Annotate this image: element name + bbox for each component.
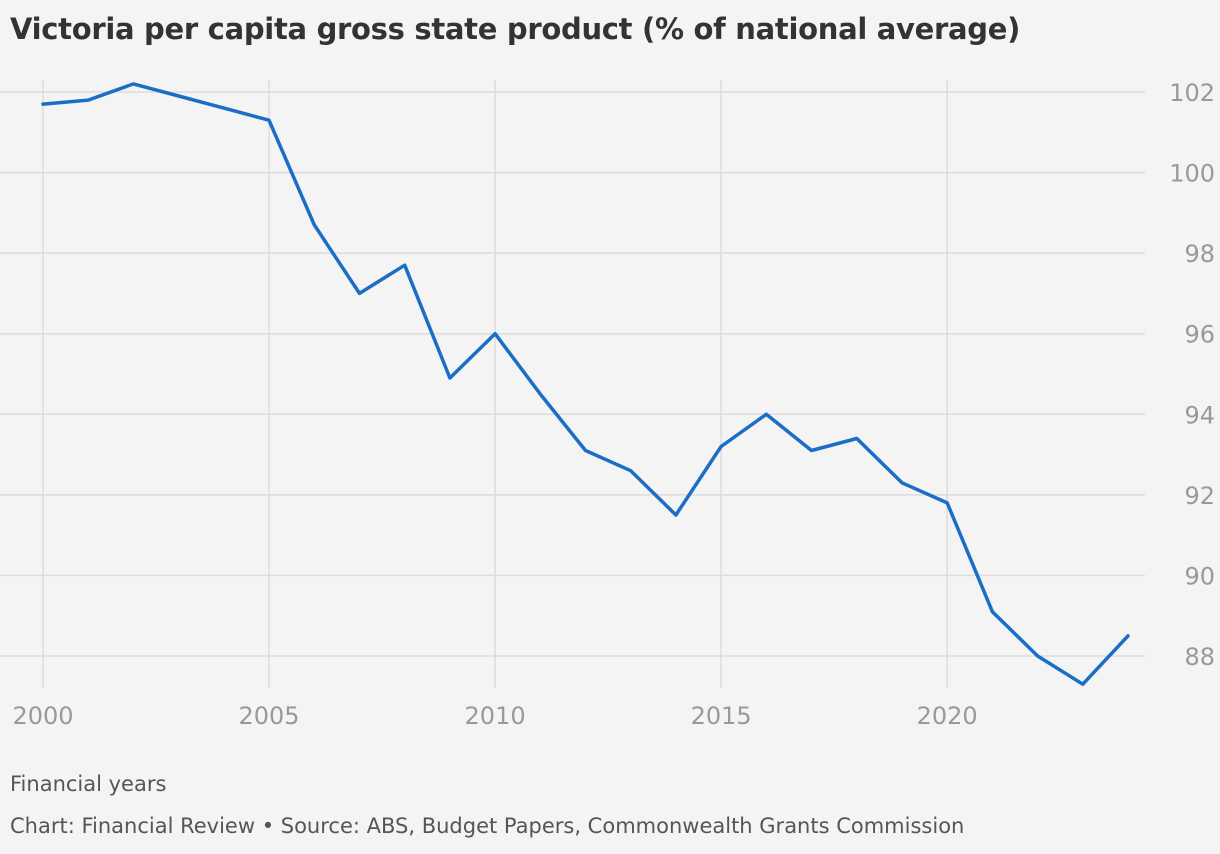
series-group	[41, 82, 1130, 686]
y-tick-label: 90	[1184, 562, 1215, 590]
line-chart: 88 90 92 94 96 98 100 102 2000 2005 2010 2015 2020	[0, 79, 1215, 730]
series-line	[41, 82, 1130, 686]
x-tick-label: 2005	[239, 702, 300, 730]
y-tick-label: 96	[1184, 321, 1215, 349]
y-tick-label: 92	[1184, 482, 1215, 510]
x-gridlines	[42, 80, 948, 688]
source-note: Chart: Financial Review • Source: ABS, B…	[10, 814, 965, 838]
y-tick-label: 88	[1184, 643, 1215, 671]
x-tick-labels: 2000 2005 2010 2015 2020	[12, 702, 977, 730]
y-tick-label: 98	[1184, 240, 1215, 268]
x-tick-label: 2000	[12, 702, 73, 730]
chart-title: Victoria per capita gross state product …	[10, 12, 1021, 46]
y-tick-label: 94	[1184, 401, 1215, 429]
x-tick-label: 2020	[917, 702, 978, 730]
x-axis-label: Financial years	[10, 772, 167, 796]
x-tick-label: 2015	[691, 702, 752, 730]
y-gridlines	[0, 91, 1145, 657]
y-tick-labels: 88 90 92 94 96 98 100 102	[1169, 79, 1215, 671]
y-tick-label: 100	[1169, 160, 1215, 188]
y-tick-label: 102	[1169, 79, 1215, 107]
x-tick-label: 2010	[465, 702, 526, 730]
